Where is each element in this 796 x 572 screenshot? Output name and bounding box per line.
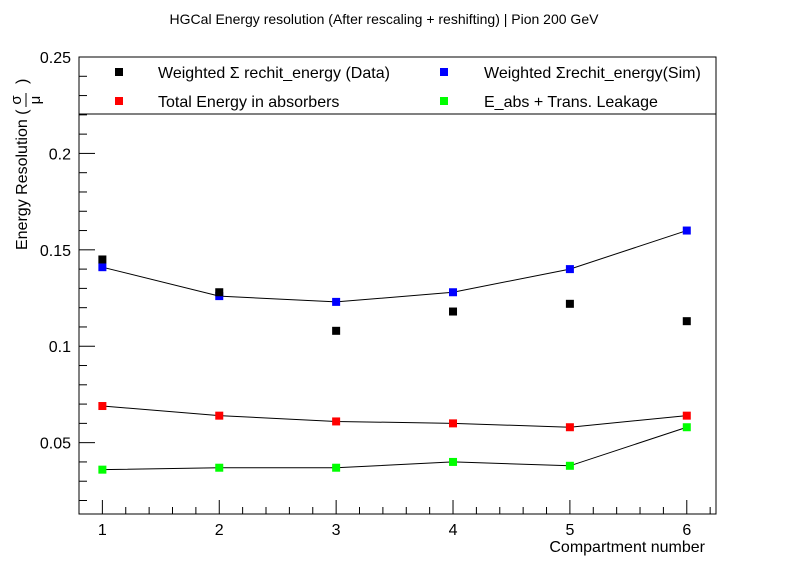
- data-point: [98, 255, 107, 264]
- data-point: [215, 463, 224, 472]
- x-axis: 1 2 3 4 5 6: [78, 500, 711, 539]
- data-point: [565, 423, 574, 432]
- data-point: [332, 326, 341, 335]
- series-line: [102, 230, 687, 303]
- legend-marker: [440, 97, 448, 105]
- legend-marker: [115, 68, 123, 76]
- data-point: [332, 417, 341, 426]
- legend-label: Weighted Σ rechit_energy (Data): [158, 65, 390, 82]
- data-point: [98, 465, 107, 474]
- data-point: [682, 226, 691, 235]
- y-tick-label: 0.2: [49, 146, 71, 163]
- y-axis-label-text: Energy Resolution (: [14, 109, 31, 250]
- series-points: [98, 226, 691, 474]
- legend-label: E_abs + Trans. Leakage: [484, 94, 658, 111]
- y-axis-label: Energy Resolution ( σ μ ): [8, 79, 44, 250]
- x-tick-label: 2: [215, 522, 224, 539]
- data-point: [682, 423, 691, 432]
- chart-title: HGCal Energy resolution (After rescaling…: [170, 11, 600, 27]
- x-tick-label: 6: [682, 522, 691, 539]
- data-point: [98, 402, 107, 411]
- series-line: [102, 426, 687, 471]
- data-point: [449, 307, 458, 316]
- legend-marker: [440, 68, 448, 76]
- legend-label: Total Energy in absorbers: [158, 94, 339, 111]
- series-lines: [102, 230, 687, 471]
- legend-marker: [115, 97, 123, 105]
- data-point: [565, 265, 574, 274]
- y-tick-label: 0.1: [49, 339, 71, 356]
- y-tick-label: 0.15: [40, 243, 71, 260]
- data-point: [565, 461, 574, 470]
- legend-label: Weighted Σrechit_energy(Sim): [484, 65, 701, 82]
- y-axis-label-close: ): [14, 79, 31, 84]
- data-point: [449, 288, 458, 297]
- y-axis-label-denominator: μ: [27, 96, 44, 105]
- data-point: [215, 288, 224, 297]
- y-tick-label: 0.25: [40, 50, 71, 67]
- y-axis: 0.05 0.1 0.15 0.2 0.25: [40, 50, 95, 502]
- data-point: [449, 419, 458, 428]
- legend: Weighted Σ rechit_energy (Data) Weighted …: [79, 65, 716, 115]
- data-point: [215, 411, 224, 420]
- data-point: [682, 317, 691, 326]
- plot-frame: [78, 56, 717, 515]
- x-tick-label: 5: [565, 522, 574, 539]
- x-axis-label: Compartment number: [549, 539, 705, 556]
- data-point: [449, 457, 458, 466]
- data-point: [332, 463, 341, 472]
- x-tick-label: 1: [98, 522, 107, 539]
- data-point: [98, 263, 107, 272]
- data-point: [565, 299, 574, 308]
- y-tick-label: 0.05: [40, 436, 71, 453]
- series-line: [102, 405, 687, 428]
- y-axis-label-numerator: σ: [8, 95, 25, 105]
- data-point: [682, 411, 691, 420]
- x-tick-label: 4: [449, 522, 458, 539]
- x-tick-label: 3: [332, 522, 341, 539]
- data-point: [332, 297, 341, 306]
